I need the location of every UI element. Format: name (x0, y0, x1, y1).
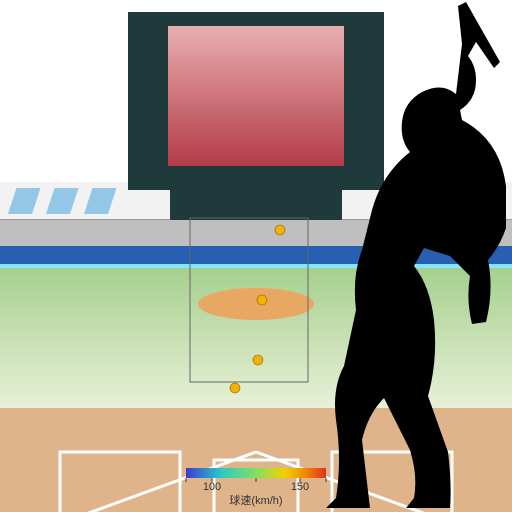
pitch-marker (257, 295, 267, 305)
pitch-marker (275, 225, 285, 235)
wall-trim (0, 264, 512, 268)
speed-colorbar (186, 468, 326, 478)
pitchers-mound (198, 288, 314, 320)
colorbar-tick-label: 100 (203, 481, 221, 493)
colorbar-axis-label: 球速(km/h) (229, 493, 282, 507)
scoreboard-neck (170, 190, 342, 220)
scoreboard-screen (168, 26, 344, 166)
pitch-location-chart: 100 150 球速(km/h) (0, 0, 512, 512)
pitch-marker (253, 355, 263, 365)
colorbar-tick-label: 150 (291, 481, 309, 493)
pitch-marker (230, 383, 240, 393)
